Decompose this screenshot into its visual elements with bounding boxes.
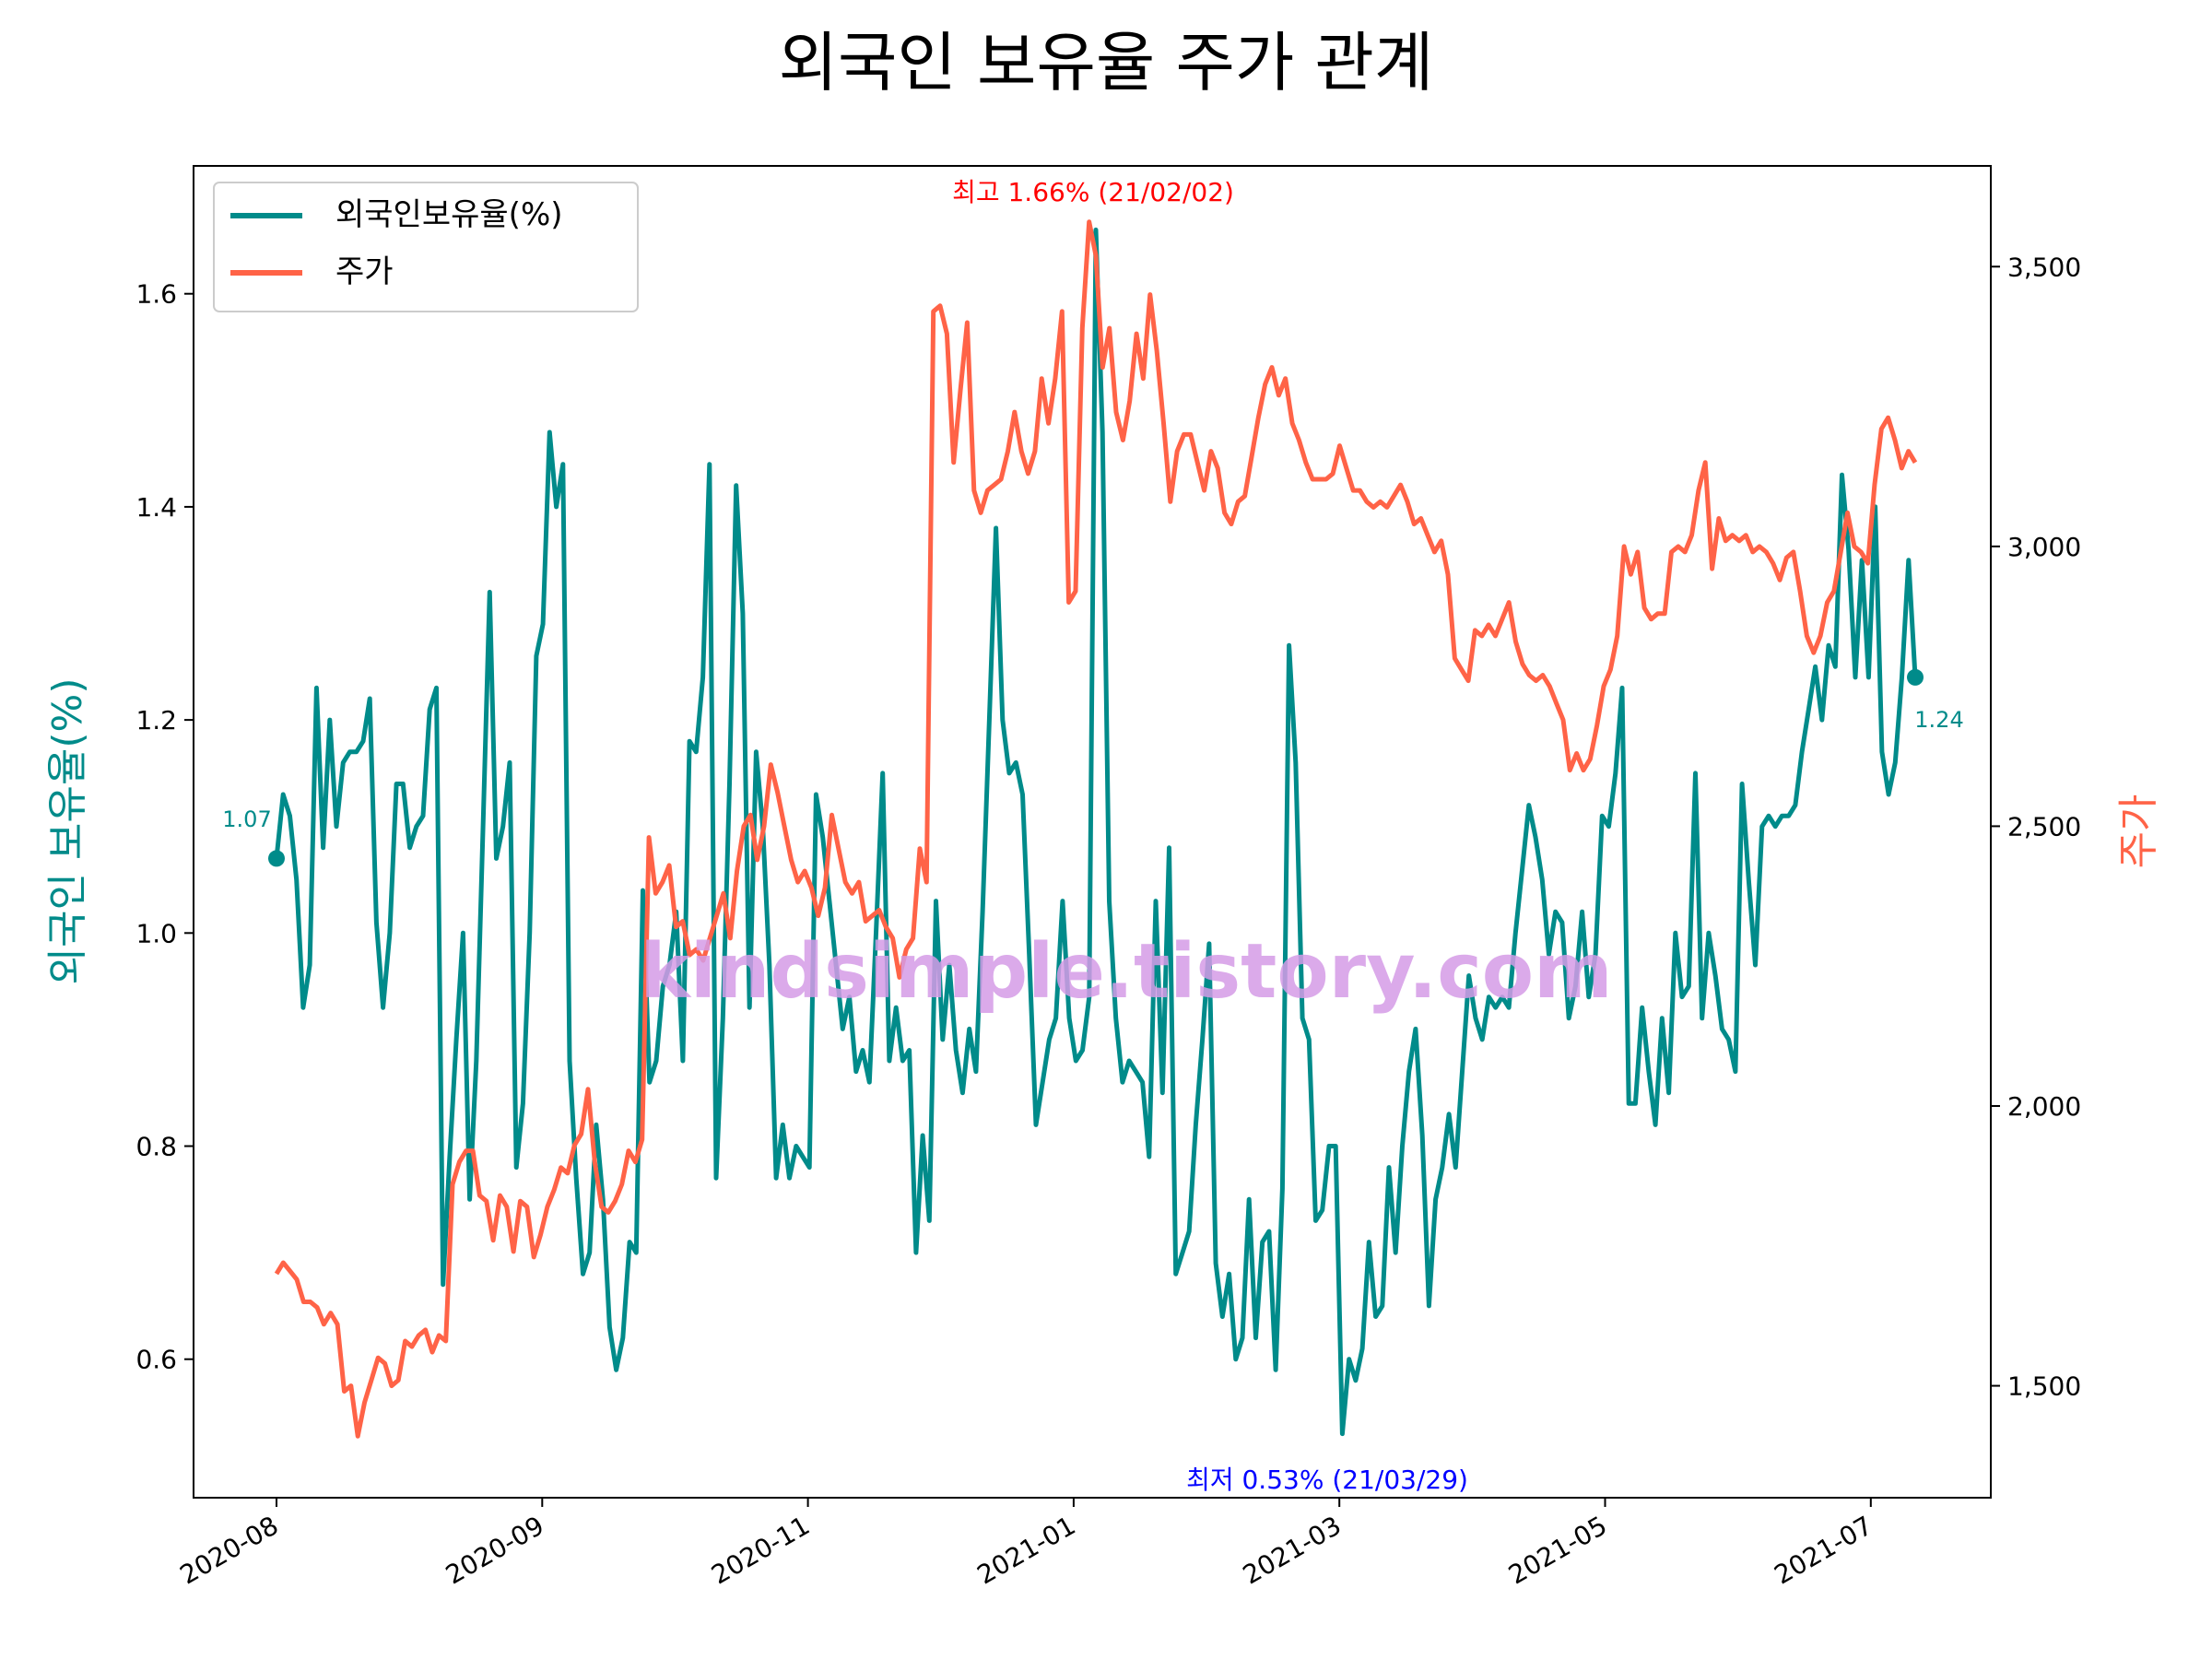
legend-label-1: 외국인보유율(%) bbox=[335, 196, 563, 233]
y-right-tick-label: 2,000 bbox=[2007, 1091, 2081, 1122]
x-tick-label: 2021-05 bbox=[1503, 1510, 1612, 1590]
x-tick-label: 2021-07 bbox=[1769, 1510, 1877, 1590]
y-left-tick-label: 0.6 bbox=[135, 1345, 177, 1375]
legend-label-2: 주가 bbox=[335, 253, 394, 290]
plot-frame bbox=[193, 165, 1992, 1499]
y-right-tick-label: 3,500 bbox=[2007, 252, 2081, 282]
y-left-tick-label: 1.6 bbox=[135, 279, 177, 310]
y-left-tick-label: 1.0 bbox=[135, 918, 177, 948]
x-tick-label: 2020-09 bbox=[441, 1510, 549, 1590]
x-tick-label: 2021-03 bbox=[1238, 1510, 1347, 1590]
y-right-tick-label: 3,000 bbox=[2007, 532, 2081, 562]
y-axis-right: 1,500 2,000 2,500 3,000 3,500 bbox=[1991, 252, 2081, 1402]
y-left-tick-label: 0.8 bbox=[135, 1132, 177, 1162]
start-value-label: 1.07 bbox=[222, 806, 271, 832]
start-point-marker bbox=[268, 850, 285, 867]
legend-box bbox=[213, 182, 639, 312]
x-axis: 2020-08 2020-09 2020-11 2021-01 2021-03 2021-… bbox=[175, 1498, 1877, 1591]
y-axis-left: 0.6 0.8 1.0 1.2 1.4 1.6 bbox=[135, 279, 194, 1375]
x-tick-label: 2021-01 bbox=[972, 1510, 1081, 1590]
x-tick-label: 2020-08 bbox=[175, 1510, 284, 1590]
y-right-tick-label: 1,500 bbox=[2007, 1371, 2081, 1402]
y-left-tick-label: 1.4 bbox=[135, 492, 177, 523]
end-value-label: 1.24 bbox=[1914, 707, 1963, 733]
y-right-tick-label: 2,500 bbox=[2007, 811, 2081, 841]
series-line-1 bbox=[274, 227, 1918, 1437]
series-layer bbox=[268, 219, 1924, 1439]
chart-title: 외국인 보유율 주가 관계 bbox=[779, 25, 1434, 100]
plot-area bbox=[193, 165, 1992, 1499]
series-line-2 bbox=[274, 219, 1918, 1439]
x-tick-label: 2020-11 bbox=[706, 1510, 815, 1590]
y-axis-right-label: 주가 bbox=[2115, 794, 2162, 869]
min-annotation: 최저 0.53% (21/03/29) bbox=[1186, 1465, 1468, 1495]
y-left-tick-label: 1.2 bbox=[135, 705, 177, 735]
legend: 외국인보유율(%) 주가 bbox=[213, 182, 639, 312]
y-axis-left-label: 외국인 보유율(%) bbox=[44, 677, 91, 984]
max-annotation: 최고 1.66% (21/02/02) bbox=[952, 177, 1234, 207]
watermark: kindsimple.tistory.com bbox=[640, 928, 1612, 1016]
end-point-marker bbox=[1907, 668, 1924, 686]
